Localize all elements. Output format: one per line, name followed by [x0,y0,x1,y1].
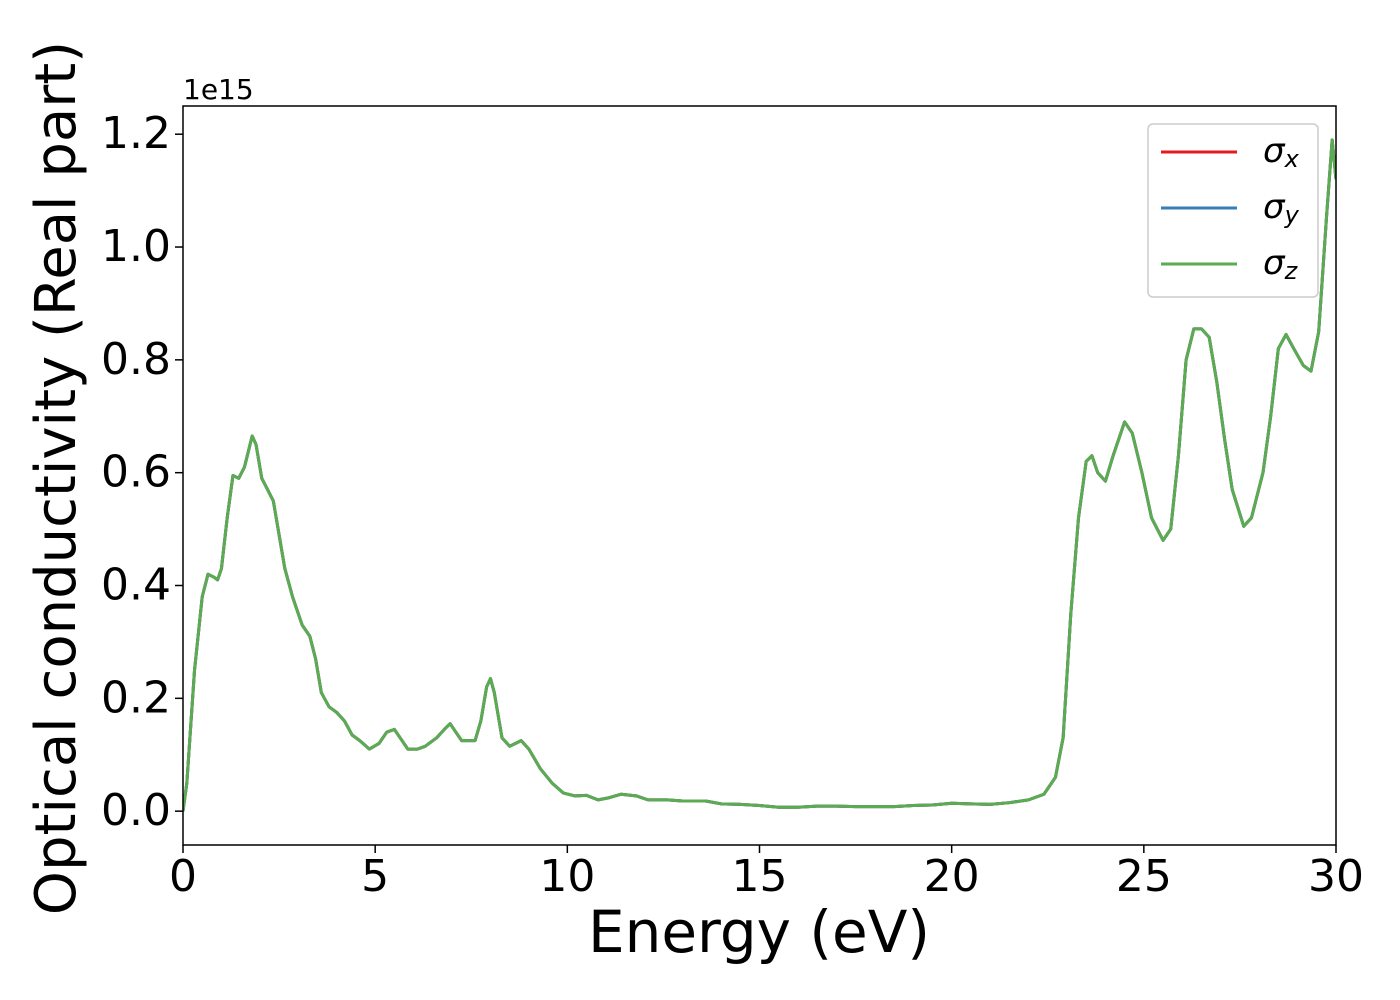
y-tick-label: 0.8 [101,334,171,385]
series-line [183,138,1336,812]
y-axis-label: Optical conductivity (Real part) [24,41,89,915]
legend-label: σz [1263,243,1299,286]
x-tick-label: 15 [732,851,788,902]
y-tick-label: 0.4 [101,560,171,611]
x-tick-label: 5 [361,851,389,902]
y-tick-label: 0.2 [101,672,171,723]
x-tick-label: 30 [1308,851,1364,902]
x-tick-label: 0 [169,851,197,902]
plot-frame [182,105,1337,846]
x-tick-label: 20 [924,851,980,902]
x-tick-label: 25 [1116,851,1172,902]
y-tick-label: 0.0 [101,785,171,836]
y-tick-label: 1.2 [101,108,171,159]
legend-label: σy [1263,187,1300,230]
plot-area [183,138,1336,812]
x-tick-label: 10 [539,851,595,902]
y-offset-label: 1e15 [183,73,254,106]
x-axis-label: Energy (eV) [588,898,930,966]
legend-box [1147,123,1319,298]
y-tick-label: 0.6 [101,447,171,498]
legend-label: σx [1263,131,1300,174]
y-tick-label: 1.0 [101,221,171,272]
